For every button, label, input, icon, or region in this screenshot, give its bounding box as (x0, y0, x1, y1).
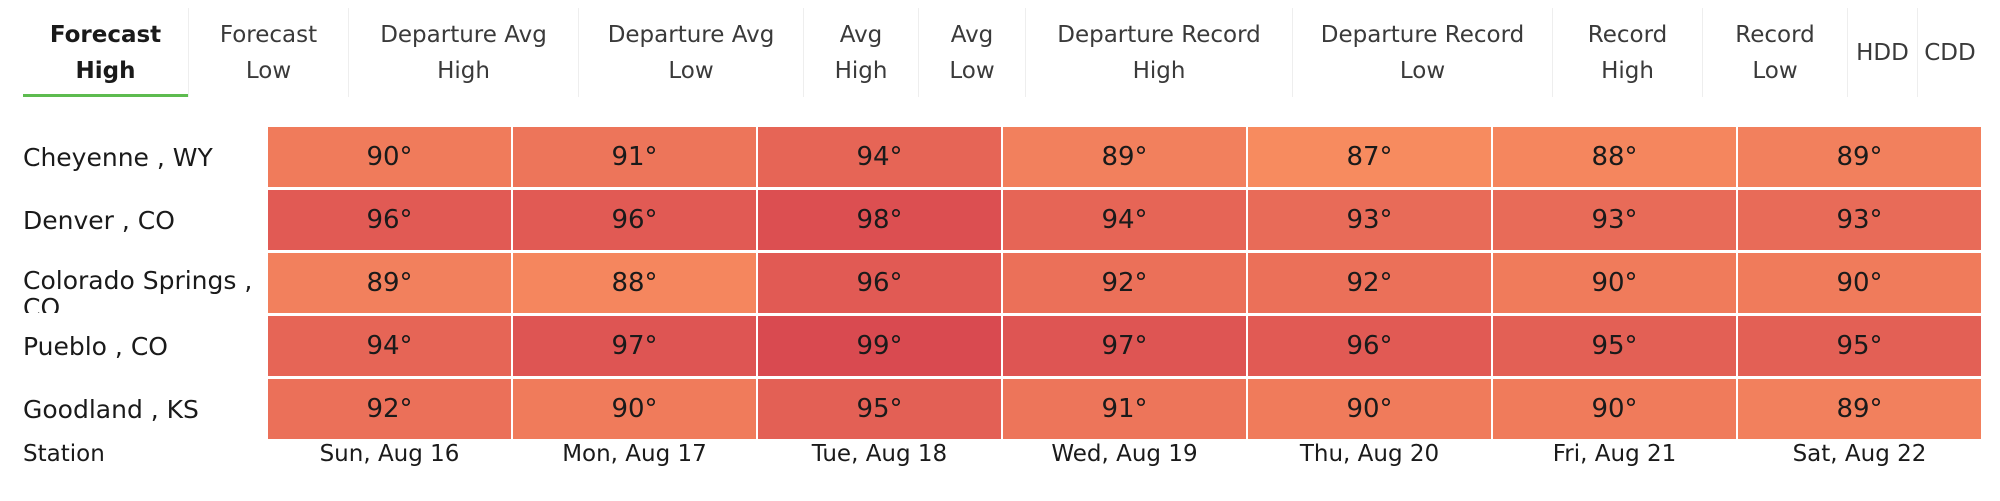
tab-label: Avg Low (949, 21, 995, 84)
heatmap-cell: 91° (513, 127, 756, 187)
heatmap-cell: 96° (1248, 316, 1491, 376)
tab-label: Forecast High (49, 21, 162, 84)
tab-record-low[interactable]: Record Low (1702, 8, 1847, 97)
tab-label: Record High (1587, 21, 1668, 84)
heatmap-cell: 93° (1248, 190, 1491, 250)
date-label: Mon, Aug 17 (562, 441, 707, 467)
heatmap-cell: 96° (513, 190, 756, 250)
tab-departure-record-low[interactable]: Departure Record Low (1292, 8, 1552, 97)
heatmap-cell: 95° (1738, 316, 1981, 376)
tab-label: Departure Record Low (1320, 21, 1525, 84)
date-label: Wed, Aug 19 (1051, 441, 1198, 467)
tab-record-high[interactable]: Record High (1552, 8, 1702, 97)
heatmap-cell: 94° (1003, 190, 1246, 250)
heatmap-cell: 94° (758, 127, 1001, 187)
heatmap-cell: 89° (268, 253, 511, 313)
tab-departure-record-high[interactable]: Departure Record High (1025, 8, 1292, 97)
heatmap-cell: 88° (1493, 127, 1736, 187)
heatmap-cell: 88° (513, 253, 756, 313)
heatmap-cell: 90° (268, 127, 511, 187)
heatmap-cell: 89° (1003, 127, 1246, 187)
tab-departure-avg-high[interactable]: Departure Avg High (348, 8, 578, 97)
heatmap-cell: 91° (1003, 379, 1246, 439)
heatmap-cell: 96° (268, 190, 511, 250)
station-name: Denver , CO (23, 205, 175, 235)
heatmap-cell: 97° (1003, 316, 1246, 376)
station-row: Cheyenne , WY 90° 91° 94° 89° 87° 88° 89° (0, 127, 2000, 187)
heatmap-cell: 98° (758, 190, 1001, 250)
tab-label: HDD (1856, 39, 1909, 66)
heatmap-cell: 89° (1738, 379, 1981, 439)
date-label: Sun, Aug 16 (319, 441, 460, 467)
heatmap-cell: 90° (1493, 253, 1736, 313)
tab-forecast-high[interactable]: Forecast High (23, 8, 188, 97)
heatmap-cell: 90° (1493, 379, 1736, 439)
heatmap-cell: 87° (1248, 127, 1491, 187)
heatmap-cell: 94° (268, 316, 511, 376)
heatmap-cell: 89° (1738, 127, 1981, 187)
station-row: Pueblo , CO 94° 97° 99° 97° 96° 95° 95° (0, 316, 2000, 376)
date-axis: Station Sun, Aug 16 Mon, Aug 17 Tue, Aug 1… (0, 441, 2000, 481)
station-row: Denver , CO 96° 96° 98° 94° 93° 93° 93° (0, 190, 2000, 250)
heatmap-cell: 95° (758, 379, 1001, 439)
heatmap-cell: 99° (758, 316, 1001, 376)
station-row: Colorado Springs , CO 89° 88° 96° 92° 92° 90° 9… (0, 253, 2000, 313)
station-name: Pueblo , CO (23, 331, 168, 361)
heatmap-cell: 95° (1493, 316, 1736, 376)
tab-label: Forecast Low (219, 21, 318, 84)
forecast-metric-tabs: Forecast High Forecast Low Departure Avg H… (0, 0, 2000, 100)
heatmap-cell: 90° (513, 379, 756, 439)
tab-label: Departure Avg High (380, 21, 547, 84)
tab-hdd[interactable]: HDD (1847, 8, 1917, 97)
tab-label: Departure Record High (1057, 21, 1261, 84)
heatmap-cell: 92° (1248, 253, 1491, 313)
tab-forecast-low[interactable]: Forecast Low (188, 8, 348, 97)
station-name: Cheyenne , WY (23, 142, 213, 172)
station-name: Goodland , KS (23, 394, 199, 424)
station-axis-label: Station (23, 441, 105, 467)
heatmap-cell: 93° (1493, 190, 1736, 250)
date-label: Fri, Aug 21 (1552, 441, 1677, 467)
heatmap-cell: 90° (1738, 253, 1981, 313)
heatmap-cell: 97° (513, 316, 756, 376)
tab-label: Avg High (834, 21, 888, 84)
tab-label: Record Low (1735, 21, 1815, 84)
tab-label: Departure Avg Low (607, 21, 775, 84)
date-label: Sat, Aug 22 (1792, 441, 1927, 467)
date-label: Tue, Aug 18 (811, 441, 948, 467)
heatmap-cell: 96° (758, 253, 1001, 313)
station-row: Goodland , KS 92° 90° 95° 91° 90° 90° 89° (0, 379, 2000, 439)
tab-avg-high[interactable]: Avg High (803, 8, 918, 97)
station-name: Colorado Springs , CO (23, 266, 253, 313)
heatmap-cell: 92° (1003, 253, 1246, 313)
heatmap-cell: 92° (268, 379, 511, 439)
date-label: Thu, Aug 20 (1299, 441, 1440, 467)
heatmap-cell: 90° (1248, 379, 1491, 439)
tab-departure-avg-low[interactable]: Departure Avg Low (578, 8, 803, 97)
tab-cdd[interactable]: CDD (1917, 8, 1982, 97)
tab-label: CDD (1924, 39, 1976, 66)
heatmap-cell: 93° (1738, 190, 1981, 250)
tab-avg-low[interactable]: Avg Low (918, 8, 1025, 97)
